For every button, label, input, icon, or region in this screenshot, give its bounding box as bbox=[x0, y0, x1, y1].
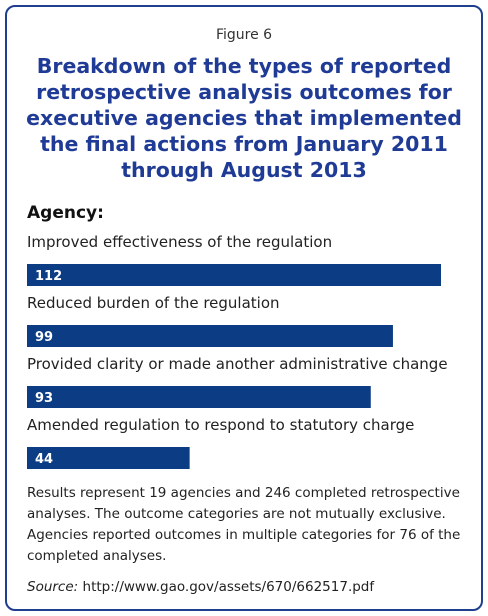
bar bbox=[27, 386, 371, 408]
chart-note: Results represent 19 agencies and 246 co… bbox=[27, 485, 461, 564]
bar-chart: Improved effectiveness of the regulation… bbox=[27, 233, 448, 469]
category-label: Improved effectiveness of the regulation bbox=[27, 233, 332, 251]
bar bbox=[27, 264, 441, 286]
category-label: Amended regulation to respond to statuto… bbox=[27, 416, 414, 434]
source-line: Source: http://www.gao.gov/assets/670/66… bbox=[27, 579, 374, 595]
chart-title: Breakdown of the types of reported retro… bbox=[26, 54, 462, 182]
figure-panel: Figure 6 Breakdown of the types of repor… bbox=[5, 5, 483, 611]
figure-label: Figure 6 bbox=[215, 27, 273, 43]
bar-value-label: 93 bbox=[35, 391, 53, 406]
source-label: Source: bbox=[27, 579, 79, 595]
source-url: http://www.gao.gov/assets/670/662517.pdf bbox=[82, 579, 375, 595]
category-label: Reduced burden of the regulation bbox=[27, 294, 280, 312]
group-label: Agency: bbox=[27, 203, 104, 223]
bar-value-label: 112 bbox=[35, 269, 62, 284]
bar-value-label: 44 bbox=[35, 452, 53, 467]
bar bbox=[27, 325, 393, 347]
bar-value-label: 99 bbox=[35, 330, 53, 345]
bar bbox=[27, 447, 190, 469]
category-label: Provided clarity or made another adminis… bbox=[27, 355, 448, 373]
